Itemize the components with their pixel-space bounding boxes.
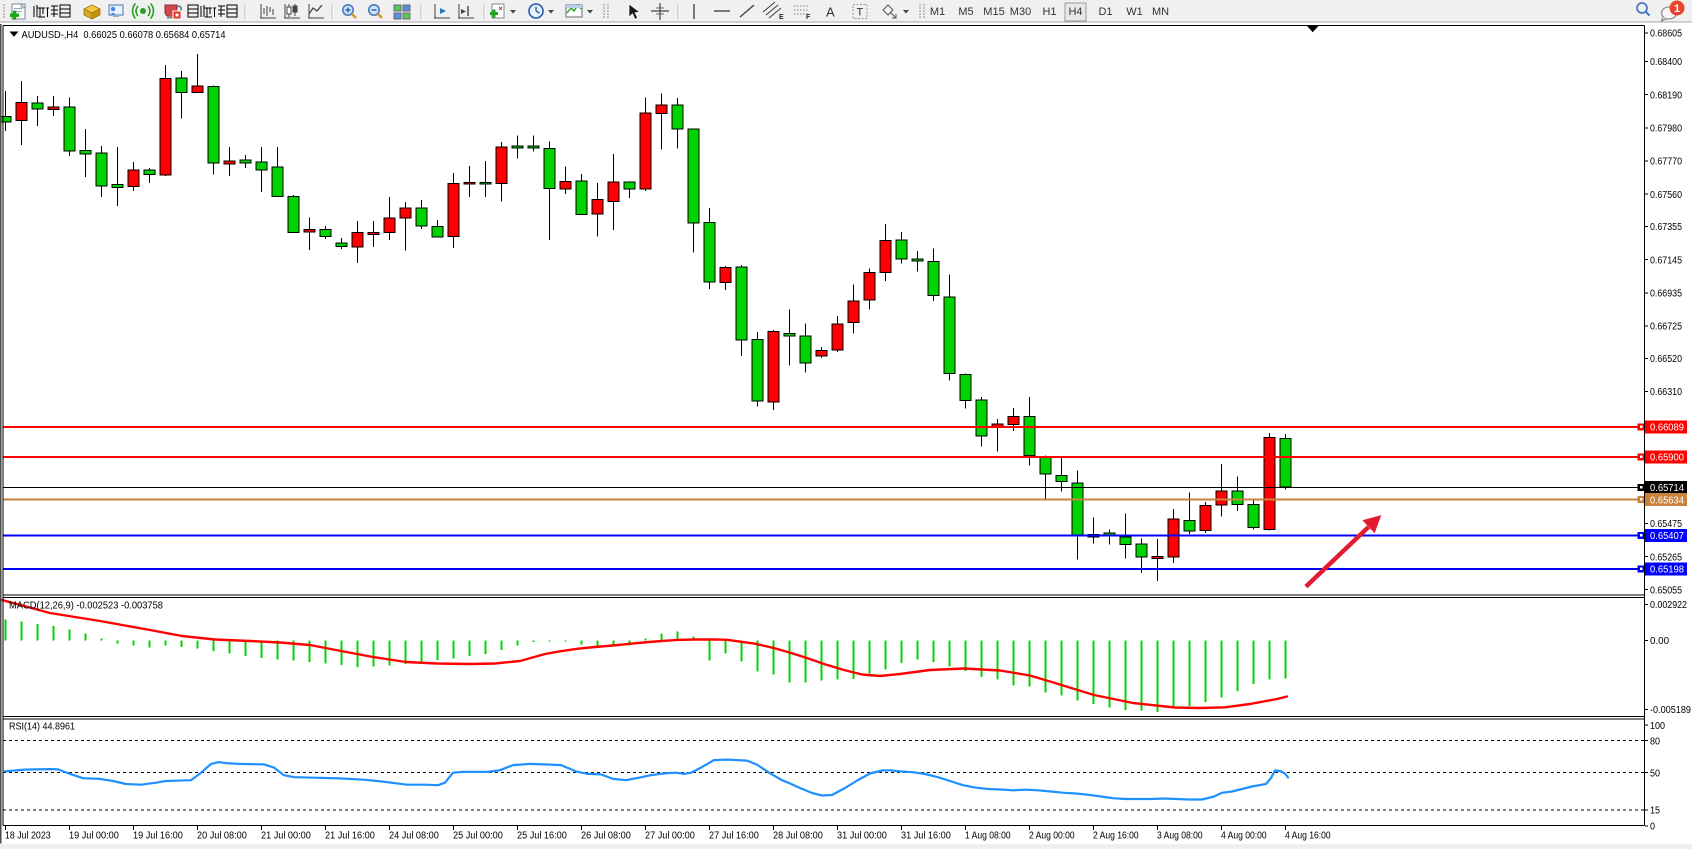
- svg-text:20 Jul 08:00: 20 Jul 08:00: [197, 831, 247, 842]
- svg-text:0.65475: 0.65475: [1650, 519, 1682, 530]
- svg-text:E: E: [779, 14, 784, 21]
- svg-text:15: 15: [1650, 806, 1660, 817]
- svg-text:0.66310: 0.66310: [1650, 387, 1682, 398]
- svg-text:F: F: [806, 14, 811, 21]
- svg-text:T: T: [857, 7, 864, 19]
- svg-text:0.68605: 0.68605: [1650, 29, 1682, 40]
- svg-text:0.65055: 0.65055: [1650, 585, 1682, 596]
- svg-text:0.66089: 0.66089: [1650, 423, 1684, 434]
- svg-text:26 Jul 08:00: 26 Jul 08:00: [581, 831, 631, 842]
- svg-text:0.65900: 0.65900: [1650, 452, 1684, 463]
- svg-text:0.65198: 0.65198: [1650, 564, 1684, 575]
- svg-text:27 Jul 16:00: 27 Jul 16:00: [709, 831, 759, 842]
- svg-text:0.66520: 0.66520: [1650, 354, 1682, 365]
- svg-text:0.68190: 0.68190: [1650, 90, 1682, 101]
- svg-text:W1: W1: [1126, 6, 1143, 18]
- svg-text:0.65714: 0.65714: [1650, 483, 1684, 494]
- svg-text:0.67770: 0.67770: [1650, 157, 1682, 168]
- svg-text:M1: M1: [930, 6, 945, 18]
- svg-text:1 Aug 08:00: 1 Aug 08:00: [965, 831, 1011, 842]
- svg-text:H4: H4: [1068, 6, 1082, 18]
- svg-text:50: 50: [1650, 768, 1660, 779]
- svg-text:31 Jul 16:00: 31 Jul 16:00: [901, 831, 951, 842]
- svg-text:25 Jul 16:00: 25 Jul 16:00: [517, 831, 567, 842]
- svg-text:0.67980: 0.67980: [1650, 123, 1682, 134]
- svg-text:3 Aug 08:00: 3 Aug 08:00: [1157, 831, 1203, 842]
- svg-text:MACD(12,26,9) -0.002523 -0.003: MACD(12,26,9) -0.002523 -0.003758: [9, 600, 163, 612]
- svg-text:0.65265: 0.65265: [1650, 552, 1682, 563]
- svg-text:-0.005189: -0.005189: [1650, 705, 1691, 716]
- svg-text:21 Jul 16:00: 21 Jul 16:00: [325, 831, 375, 842]
- svg-text:4 Aug 16:00: 4 Aug 16:00: [1285, 831, 1331, 842]
- svg-text:19 Jul 00:00: 19 Jul 00:00: [69, 831, 119, 842]
- svg-text:0.66935: 0.66935: [1650, 289, 1682, 300]
- svg-text:0.00: 0.00: [1650, 636, 1669, 647]
- svg-text:0.002922: 0.002922: [1650, 600, 1687, 611]
- svg-text:MN: MN: [1152, 6, 1169, 18]
- svg-text:0.66725: 0.66725: [1650, 322, 1682, 333]
- svg-text:0.65634: 0.65634: [1650, 495, 1684, 506]
- svg-text:4 Aug 00:00: 4 Aug 00:00: [1221, 831, 1267, 842]
- svg-text:28 Jul 08:00: 28 Jul 08:00: [773, 831, 823, 842]
- svg-text:A: A: [826, 5, 835, 20]
- svg-text:0.68400: 0.68400: [1650, 57, 1682, 68]
- svg-text:25 Jul 00:00: 25 Jul 00:00: [453, 831, 503, 842]
- svg-text:2 Aug 00:00: 2 Aug 00:00: [1029, 831, 1075, 842]
- svg-text:AUDUSD-,H4 0.66025 0.66078 0.: AUDUSD-,H4 0.66025 0.66078 0.65684 0.657…: [22, 29, 226, 41]
- svg-text:D1: D1: [1098, 6, 1112, 18]
- svg-text:100: 100: [1650, 721, 1665, 732]
- svg-text:21 Jul 00:00: 21 Jul 00:00: [261, 831, 311, 842]
- svg-text:RSI(14) 44.8961: RSI(14) 44.8961: [9, 721, 75, 733]
- svg-text:1: 1: [1674, 3, 1680, 15]
- svg-text:0.67355: 0.67355: [1650, 222, 1682, 233]
- svg-text:M5: M5: [958, 6, 973, 18]
- svg-text:0.65407: 0.65407: [1650, 531, 1684, 542]
- svg-text:M15: M15: [983, 6, 1004, 18]
- svg-text:80: 80: [1650, 736, 1660, 747]
- svg-text:0: 0: [1650, 821, 1655, 832]
- svg-text:19 Jul 16:00: 19 Jul 16:00: [133, 831, 183, 842]
- svg-text:2 Aug 16:00: 2 Aug 16:00: [1093, 831, 1139, 842]
- svg-text:M30: M30: [1010, 6, 1031, 18]
- svg-text:27 Jul 00:00: 27 Jul 00:00: [645, 831, 695, 842]
- svg-text:24 Jul 08:00: 24 Jul 08:00: [389, 831, 439, 842]
- svg-text:H1: H1: [1042, 6, 1056, 18]
- svg-text:0.67560: 0.67560: [1650, 190, 1682, 201]
- svg-text:31 Jul 00:00: 31 Jul 00:00: [837, 831, 887, 842]
- svg-text:0.67145: 0.67145: [1650, 255, 1682, 266]
- svg-text:18 Jul 2023: 18 Jul 2023: [5, 831, 51, 842]
